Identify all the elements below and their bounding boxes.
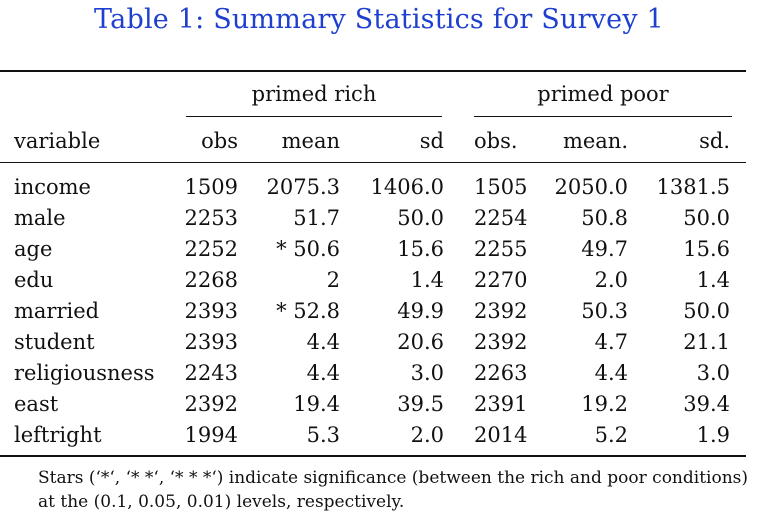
- cell-mean: 2075.3: [266, 175, 340, 199]
- cell-mean-poor: 4.7: [594, 330, 628, 354]
- table-row: student 2393 4.4 20.6 2392 4.7 21.1: [0, 327, 746, 358]
- cell-variable: married: [14, 299, 100, 323]
- cell-variable: income: [14, 175, 91, 199]
- header-mean-poor: mean.: [562, 129, 628, 153]
- header-mean: mean: [281, 129, 340, 153]
- table-row: income 1509 2075.3 1406.0 1505 2050.0 13…: [0, 172, 746, 203]
- cell-sd: 2.0: [410, 423, 444, 447]
- cell-mean-poor: 2.0: [594, 268, 628, 292]
- group-header-primed-poor: primed poor: [537, 82, 669, 106]
- header-rule: [0, 162, 746, 163]
- cell-variable: edu: [14, 268, 54, 292]
- cell-sd: 49.9: [397, 299, 444, 323]
- column-header-row: variable obs mean sd obs. mean. sd.: [0, 126, 746, 157]
- cell-obs: 2268: [184, 268, 238, 292]
- cell-variable: male: [14, 206, 66, 230]
- cell-mean-poor: 50.8: [581, 206, 628, 230]
- header-sd-poor: sd.: [699, 129, 730, 153]
- table-row: married 2393 * 52.8 49.9 2392 50.3 50.0: [0, 296, 746, 327]
- cell-obs: 2243: [184, 361, 238, 385]
- table-row: religiousness 2243 4.4 3.0 2263 4.4 3.0: [0, 358, 746, 389]
- cell-sd: 1.4: [410, 268, 444, 292]
- cell-sd: 1406.0: [370, 175, 444, 199]
- cell-sd-poor: 1.4: [696, 268, 730, 292]
- cell-obs: 2393: [184, 299, 238, 323]
- cell-sd: 3.0: [410, 361, 444, 385]
- cell-sd-poor: 3.0: [696, 361, 730, 385]
- cell-sd-poor: 50.0: [683, 206, 730, 230]
- group-header-primed-rich: primed rich: [251, 82, 377, 106]
- table-body: income 1509 2075.3 1406.0 1505 2050.0 13…: [0, 172, 746, 451]
- table-row: edu 2268 2 1.4 2270 2.0 1.4: [0, 265, 746, 296]
- table-caption: Table 1: Summary Statistics for Survey 1: [94, 4, 664, 35]
- cell-mean: 2: [326, 268, 340, 292]
- table-row: male 2253 51.7 50.0 2254 50.8 50.0: [0, 203, 746, 234]
- cell-variable: religiousness: [14, 361, 155, 385]
- table-row: leftright 1994 5.3 2.0 2014 5.2 1.9: [0, 420, 746, 451]
- top-rule: [0, 70, 746, 72]
- cell-mean: 51.7: [293, 206, 340, 230]
- cell-variable: student: [14, 330, 95, 354]
- cell-obs: 2253: [184, 206, 238, 230]
- cell-mean: * 52.8: [276, 299, 340, 323]
- cell-mean: 4.4: [306, 330, 340, 354]
- header-obs: obs: [201, 129, 238, 153]
- cell-mean-poor: 2050.0: [554, 175, 628, 199]
- cell-variable: east: [14, 392, 59, 416]
- cell-variable: age: [14, 237, 53, 261]
- cell-mean-poor: 4.4: [594, 361, 628, 385]
- cell-sd: 50.0: [397, 206, 444, 230]
- cell-obs: 1509: [184, 175, 238, 199]
- bottom-rule: [0, 455, 746, 457]
- group-underline-primed-rich: [186, 116, 442, 117]
- cell-mean-poor: 49.7: [581, 237, 628, 261]
- cell-mean-poor: 50.3: [581, 299, 628, 323]
- cell-sd-poor: 21.1: [683, 330, 730, 354]
- table-footnote: Stars (‘*‘, ‘* *‘, ‘* * *‘) indicate sig…: [38, 468, 748, 512]
- table-row: east 2392 19.4 39.5 2391 19.2 39.4: [0, 389, 746, 420]
- cell-mean-poor: 19.2: [581, 392, 628, 416]
- cell-obs: 2393: [184, 330, 238, 354]
- cell-mean-poor: 5.2: [594, 423, 628, 447]
- cell-mean: * 50.6: [276, 237, 340, 261]
- cell-sd-poor: 1381.5: [656, 175, 730, 199]
- cell-sd-poor: 1.9: [696, 423, 730, 447]
- cell-sd: 39.5: [397, 392, 444, 416]
- header-variable: variable: [14, 129, 101, 153]
- cell-variable: leftright: [14, 423, 102, 447]
- cell-sd: 15.6: [397, 237, 444, 261]
- cell-obs: 1994: [184, 423, 238, 447]
- table-row: age 2252 * 50.6 15.6 2255 49.7 15.6: [0, 234, 746, 265]
- cell-mean: 5.3: [306, 423, 340, 447]
- header-sd: sd: [419, 129, 444, 153]
- cell-obs: 2392: [184, 392, 238, 416]
- cell-mean: 19.4: [293, 392, 340, 416]
- cell-sd-poor: 50.0: [683, 299, 730, 323]
- group-underline-primed-poor: [474, 116, 732, 117]
- cell-mean: 4.4: [306, 361, 340, 385]
- cell-sd: 20.6: [397, 330, 444, 354]
- cell-sd-poor: 39.4: [683, 392, 730, 416]
- cell-obs: 2252: [184, 237, 238, 261]
- cell-sd-poor: 15.6: [683, 237, 730, 261]
